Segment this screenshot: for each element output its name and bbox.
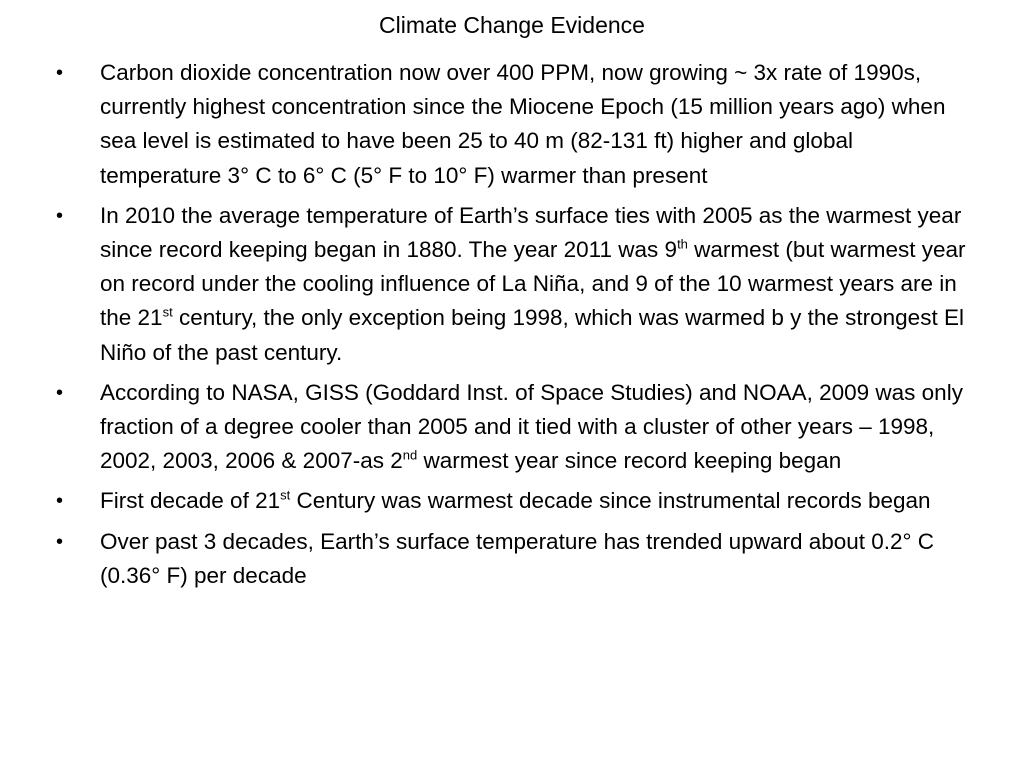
ordinal-suffix: st (280, 487, 291, 503)
bullet-icon: • (56, 62, 64, 84)
ordinal-suffix: st (162, 304, 173, 320)
bullet-icon: • (56, 204, 64, 227)
bullet-icon: • (56, 381, 64, 404)
bullet-text: According to NASA, GISS (Goddard Inst. o… (100, 379, 963, 474)
bullet-text: First decade of 21st Century was warmest… (100, 487, 931, 514)
bullet-text: Over past 3 decades, Earth’s surface tem… (100, 528, 935, 588)
bullet-item: • According to NASA, GISS (Goddard Inst.… (56, 376, 966, 479)
bullet-text: In 2010 the average temperature of Earth… (100, 202, 966, 365)
bullet-text: Carbon dioxide concentration now over 40… (100, 60, 946, 188)
bullet-item: • Carbon dioxide concentration now over … (56, 56, 966, 193)
ordinal-suffix: nd (402, 447, 418, 463)
bullet-item: • First decade of 21st Century was warme… (56, 484, 966, 518)
slide-title: Climate Change Evidence (379, 12, 645, 38)
bullet-icon: • (56, 530, 64, 553)
bullet-icon: • (56, 490, 64, 513)
bullet-item: • In 2010 the average temperature of Ear… (56, 199, 966, 370)
ordinal-suffix: th (677, 236, 688, 252)
bullet-list: • Carbon dioxide concentration now over … (56, 56, 966, 599)
bullet-item: • Over past 3 decades, Earth’s surface t… (56, 525, 966, 593)
